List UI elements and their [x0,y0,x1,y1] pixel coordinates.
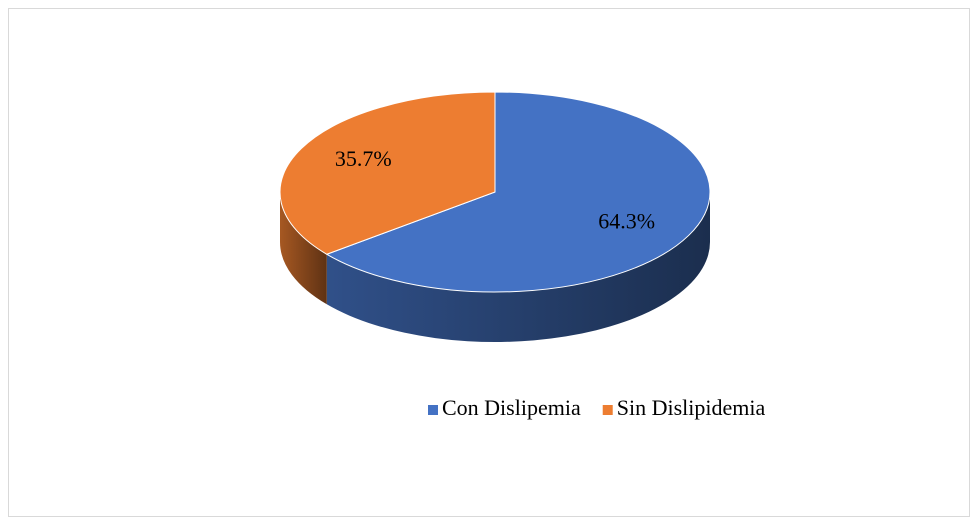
slice [279,91,496,255]
legend-swatch [428,405,438,415]
slice-side [326,192,710,342]
legend-label: Con Dislipemia [442,395,581,420]
slice-side [280,192,327,305]
legend-swatch [602,405,613,415]
legend-label: Sin Dislipidemia [617,395,766,420]
slice [325,91,711,293]
data-label: 64.3% [598,208,655,233]
data-label: 35.7% [335,146,392,171]
